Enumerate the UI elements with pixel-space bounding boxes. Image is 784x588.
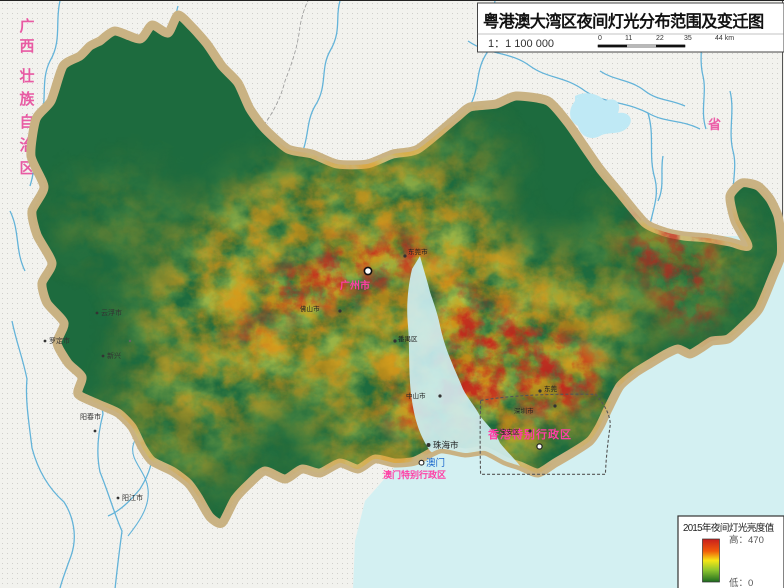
svg-text:佛山市: 佛山市 bbox=[300, 304, 320, 313]
svg-text:族: 族 bbox=[19, 90, 35, 108]
svg-text:东莞: 东莞 bbox=[544, 384, 558, 393]
svg-text:东莞市: 东莞市 bbox=[408, 247, 428, 256]
svg-text:云浮市: 云浮市 bbox=[101, 308, 122, 317]
svg-text:1：1 100 000: 1：1 100 000 bbox=[488, 38, 554, 50]
svg-text:阳春市: 阳春市 bbox=[80, 412, 101, 421]
svg-text:22: 22 bbox=[656, 35, 664, 42]
svg-text:壮: 壮 bbox=[19, 67, 34, 85]
svg-text:宝安区: 宝安区 bbox=[500, 427, 520, 436]
svg-text:阳江市: 阳江市 bbox=[122, 493, 143, 502]
svg-text:2015年夜间灯光亮度值: 2015年夜间灯光亮度值 bbox=[683, 521, 775, 534]
svg-text:高：470: 高：470 bbox=[729, 534, 764, 546]
svg-text:省: 省 bbox=[707, 117, 721, 132]
svg-text:广: 广 bbox=[19, 17, 34, 35]
svg-text:澳门特别行政区: 澳门特别行政区 bbox=[383, 469, 446, 480]
svg-text:西: 西 bbox=[19, 38, 34, 55]
svg-text:11: 11 bbox=[625, 35, 632, 42]
svg-text:珠海市: 珠海市 bbox=[433, 440, 459, 450]
svg-text:0: 0 bbox=[598, 35, 602, 42]
svg-text:深圳市: 深圳市 bbox=[514, 406, 534, 415]
svg-text:番禺区: 番禺区 bbox=[398, 335, 418, 343]
svg-text:粤港澳大湾区夜间灯光分布范围及变迁图: 粤港澳大湾区夜间灯光分布范围及变迁图 bbox=[483, 12, 764, 31]
svg-text:澳门: 澳门 bbox=[426, 457, 445, 469]
svg-text:罗定市: 罗定市 bbox=[49, 336, 70, 345]
svg-text:低：0: 低：0 bbox=[729, 577, 753, 588]
svg-text:35: 35 bbox=[684, 35, 692, 42]
svg-text:44 km: 44 km bbox=[715, 35, 734, 42]
svg-text:中山市: 中山市 bbox=[406, 391, 426, 400]
svg-text:新兴: 新兴 bbox=[107, 351, 121, 360]
svg-text:广州市: 广州市 bbox=[340, 279, 370, 292]
